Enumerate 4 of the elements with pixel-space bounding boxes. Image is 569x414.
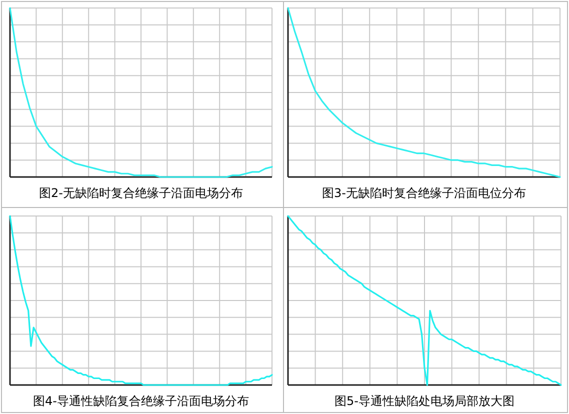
text: 图2-无缺陷时复合绝缘子沿面电场分布 [39,186,243,200]
text: 图5-导通性缺陷处电场局部放大图 [334,394,514,408]
text: 图4-导通性缺陷复合绝缘子沿面电场分布 [33,394,249,408]
text: 图3-无缺陷时复合绝缘子沿面电位分布 [322,186,526,200]
